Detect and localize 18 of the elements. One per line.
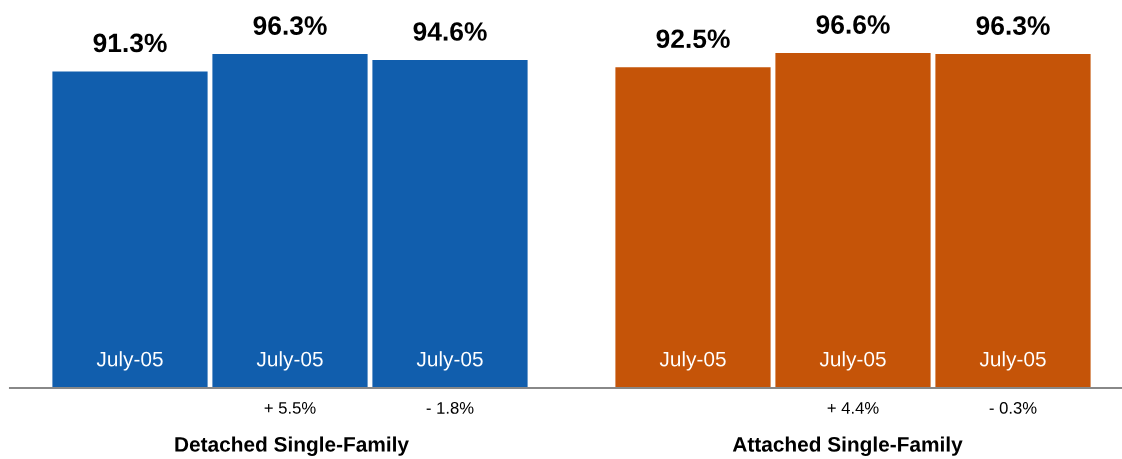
data-label: 96.3% <box>976 16 1050 35</box>
x-tick-label: July-05 <box>96 351 163 371</box>
x-tick-label: July-05 <box>256 351 323 371</box>
text: + 5.5% <box>264 402 316 414</box>
data-label: 92.5% <box>656 29 730 49</box>
x-tick-label: July-05 <box>659 351 726 371</box>
data-label: 96.3% <box>253 16 327 35</box>
x-tick-label: July-05 <box>979 351 1046 371</box>
x-tick-label: July-05 <box>819 351 886 371</box>
data-label: 91.3% <box>93 33 167 53</box>
x-tick-label: July-05 <box>416 351 483 371</box>
text: - 1.8% <box>426 402 474 414</box>
text: - 0.3% <box>989 402 1037 414</box>
data-label: 96.6% <box>816 15 890 34</box>
x-axis-title: Detached Single-Family <box>175 436 409 456</box>
data-label: 94.6% <box>413 22 487 41</box>
text: + 4.4% <box>827 402 879 414</box>
x-axis-title: Attached Single-Family <box>732 436 963 456</box>
